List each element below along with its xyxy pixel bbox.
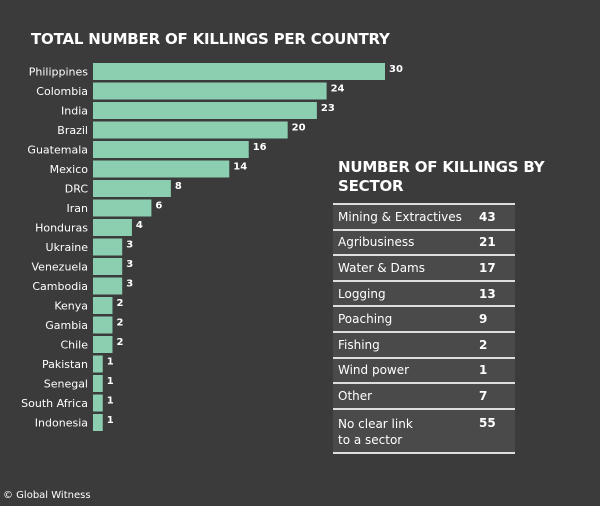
sector-name: Agribusiness xyxy=(338,235,415,250)
sector-name: Other xyxy=(338,388,373,403)
bar-south-africa xyxy=(93,394,103,412)
category-label: Venezuela xyxy=(32,261,89,274)
data-label: 2 xyxy=(116,337,123,348)
category-label: Guatemala xyxy=(27,144,88,157)
data-label: 2 xyxy=(116,318,123,329)
data-label: 6 xyxy=(155,201,162,212)
sector-row: No clear link to a sector 55 xyxy=(333,409,515,454)
category-label: Honduras xyxy=(35,222,88,235)
data-label: 2 xyxy=(116,298,123,309)
sector-row: Other 7 xyxy=(333,384,515,410)
credit: © Global Witness xyxy=(3,490,91,501)
category-label: South Africa xyxy=(21,397,88,410)
bar-brazil xyxy=(93,121,288,139)
sector-value: 21 xyxy=(479,235,496,250)
category-label: Iran xyxy=(67,202,89,215)
data-label: 3 xyxy=(126,279,133,290)
sector-value: 13 xyxy=(479,286,496,301)
category-label: Brazil xyxy=(57,124,88,137)
category-label: India xyxy=(61,105,88,118)
data-label: 1 xyxy=(107,396,114,407)
bar-colombia xyxy=(93,82,327,100)
data-label: 3 xyxy=(126,240,133,251)
data-label: 1 xyxy=(107,415,114,426)
category-label: Ukraine xyxy=(46,241,89,254)
sector-value: 2 xyxy=(479,337,488,352)
sector-name: Mining & Extractives xyxy=(338,209,462,224)
data-label: 30 xyxy=(389,64,403,75)
sector-row: Mining & Extractives 43 xyxy=(333,205,515,231)
bar-pakistan xyxy=(93,355,103,373)
data-label: 4 xyxy=(136,220,143,231)
sector-value: 1 xyxy=(479,363,488,378)
category-label: Senegal xyxy=(44,378,88,391)
category-label: Cambodia xyxy=(32,280,88,293)
category-label: DRC xyxy=(65,183,89,196)
chart-title: TOTAL NUMBER OF KILLINGS PER COUNTRY xyxy=(31,30,390,48)
data-label: 1 xyxy=(107,357,114,368)
sector-name: Logging xyxy=(338,286,386,301)
sector-name: Wind power xyxy=(338,363,410,378)
sector-name: No clear link to a sector xyxy=(338,416,413,447)
sector-row: Water & Dams 17 xyxy=(333,256,515,282)
sector-row: Wind power 1 xyxy=(333,358,515,385)
bar-honduras xyxy=(93,219,132,236)
sector-name: Fishing xyxy=(338,337,380,352)
sector-value: 17 xyxy=(479,260,496,275)
category-label: Indonesia xyxy=(35,417,88,430)
bar-chile xyxy=(93,336,113,353)
sector-value: 55 xyxy=(479,415,496,430)
data-label: 24 xyxy=(331,84,345,95)
category-label: Philippines xyxy=(29,66,89,79)
bar-india xyxy=(93,102,317,119)
category-label: Pakistan xyxy=(42,358,88,371)
sector-row: Poaching 9 xyxy=(333,307,515,333)
bar-guatemala xyxy=(93,141,249,158)
sector-value: 7 xyxy=(479,388,488,403)
bar-cambodia xyxy=(93,277,123,295)
sector-table-title: NUMBER OF KILLINGS BY SECTOR xyxy=(338,158,545,195)
bar-iran xyxy=(93,199,152,217)
bar-drc xyxy=(93,180,171,197)
sector-name: Water & Dams xyxy=(338,260,425,275)
bar-venezuela xyxy=(93,258,123,275)
category-label: Kenya xyxy=(54,300,88,313)
data-label: 3 xyxy=(126,259,133,270)
bar-senegal xyxy=(93,375,103,392)
sector-table: Mining & Extractives 43 Agribusiness 21 Wate… xyxy=(333,203,515,454)
sector-row: Agribusiness 21 xyxy=(333,230,515,257)
bar-philippines xyxy=(93,63,385,80)
data-label: 23 xyxy=(321,103,335,114)
bar-indonesia xyxy=(93,414,103,431)
sector-value: 9 xyxy=(479,312,488,327)
bar-gambia xyxy=(93,316,113,334)
sector-row: Fishing 2 xyxy=(333,332,515,359)
sector-value: 43 xyxy=(479,209,496,224)
category-label: Mexico xyxy=(50,163,89,176)
bar-ukraine xyxy=(93,238,123,256)
data-label: 14 xyxy=(233,162,247,173)
data-label: 16 xyxy=(253,142,267,153)
sector-row: Logging 13 xyxy=(333,281,515,308)
sector-name: Poaching xyxy=(338,312,393,327)
data-label: 8 xyxy=(175,181,182,192)
data-label: 1 xyxy=(107,376,114,387)
bar-kenya xyxy=(93,297,113,314)
category-label: Colombia xyxy=(36,85,88,98)
category-label: Chile xyxy=(60,339,88,352)
data-label: 20 xyxy=(292,123,306,134)
category-label: Gambia xyxy=(45,319,88,332)
bar-mexico xyxy=(93,160,230,178)
